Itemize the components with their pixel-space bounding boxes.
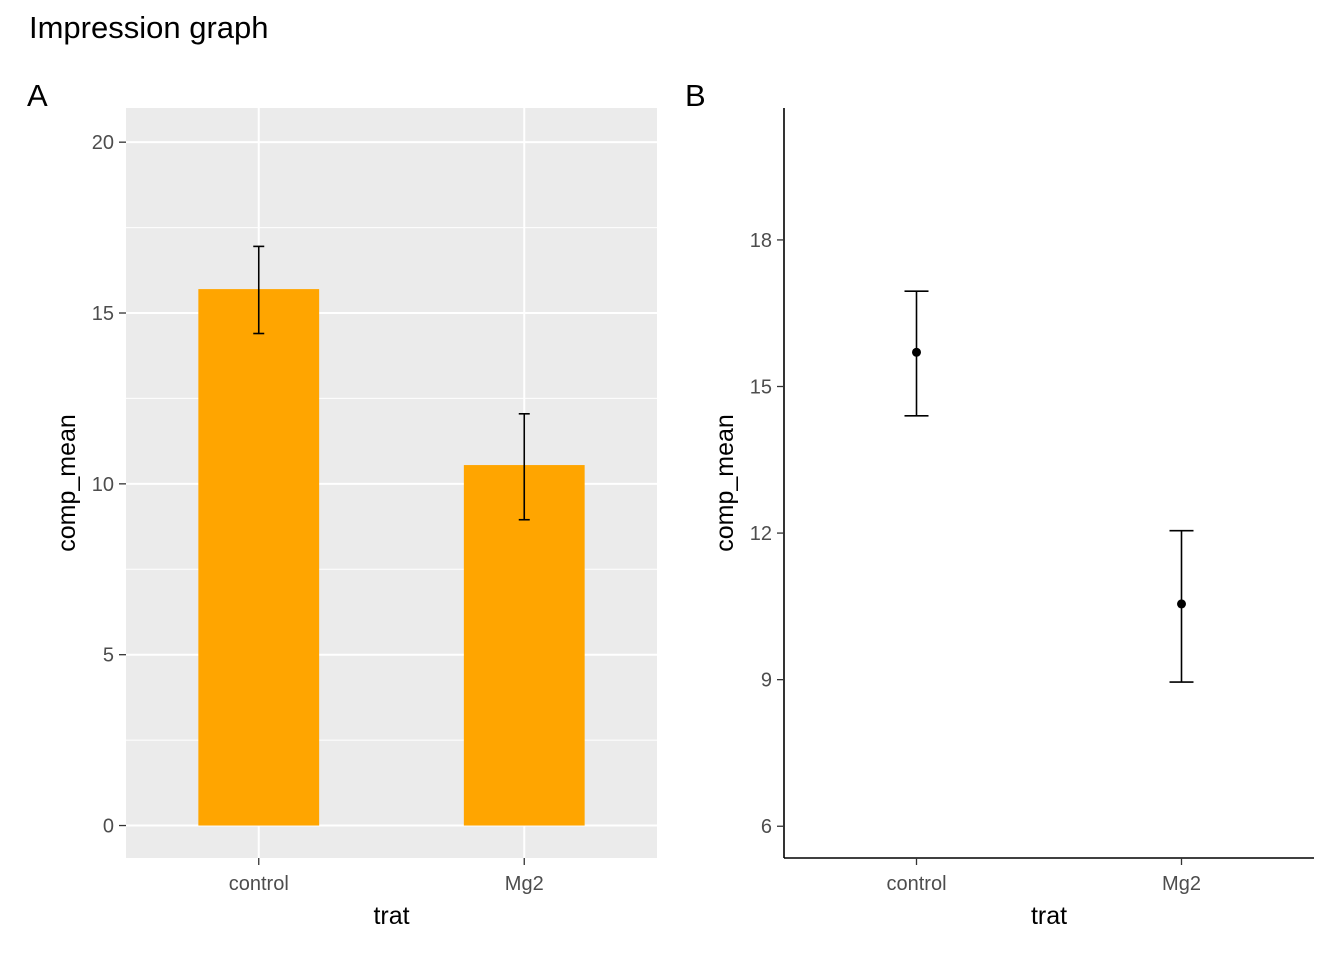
panel-b-x-tick-label: Mg2	[1162, 873, 1201, 895]
panel-a-y-tick-label: 20	[92, 132, 114, 154]
panel-b-y-tick-label: 6	[761, 816, 772, 838]
panel-b-y-tick-label: 15	[750, 377, 772, 399]
panel-b-mean-point	[912, 347, 921, 357]
panel-b-y-tick-label: 9	[761, 670, 772, 692]
panel-a-bar	[463, 465, 585, 826]
panel-a-y-tick-label: 15	[92, 303, 114, 325]
figure-title: Impression graph	[29, 10, 269, 45]
panel-a-y-tick-label: 0	[103, 816, 114, 838]
panel-b-errorbar-chart: 6 9 12 15 18 control Mg2 trat comp_mean	[711, 108, 1314, 930]
panel-a-x-axis-title: trat	[373, 902, 409, 930]
panel-b-y-tick-label: 18	[750, 230, 772, 252]
panel-a-bar-chart: 0 5 10 15 20 control Mg2 trat comp_mean	[53, 108, 657, 930]
panel-b-x-axis-title: trat	[1031, 902, 1067, 930]
panel-a-y-axis-title: comp_mean	[53, 414, 81, 552]
panel-a-y-tick-label: 5	[103, 645, 114, 667]
panel-b-x-tick-label: control	[886, 873, 946, 895]
panel-b-tag: B	[685, 78, 706, 113]
panel-a-x-tick-label: Mg2	[505, 873, 544, 895]
panel-b-y-axis-title: comp_mean	[711, 414, 739, 552]
panel-a-bar	[198, 289, 320, 826]
panel-a-y-tick-label: 10	[92, 474, 114, 496]
panel-b-mean-point	[1177, 599, 1186, 609]
panel-b-y-tick-label: 12	[750, 523, 772, 545]
panel-a-x-tick-label: control	[229, 873, 289, 895]
panel-a-tag: A	[27, 78, 48, 113]
